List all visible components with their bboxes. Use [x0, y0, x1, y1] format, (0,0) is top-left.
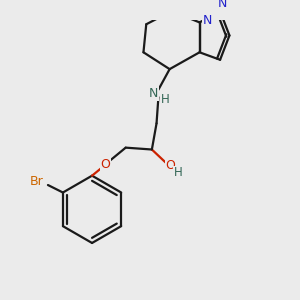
Text: O: O [166, 159, 176, 172]
Text: N: N [202, 14, 212, 27]
Text: N: N [217, 0, 227, 10]
Text: H: H [160, 92, 169, 106]
Text: H: H [174, 167, 182, 179]
Text: N: N [149, 87, 158, 100]
Text: O: O [100, 158, 110, 171]
Text: Br: Br [30, 175, 43, 188]
